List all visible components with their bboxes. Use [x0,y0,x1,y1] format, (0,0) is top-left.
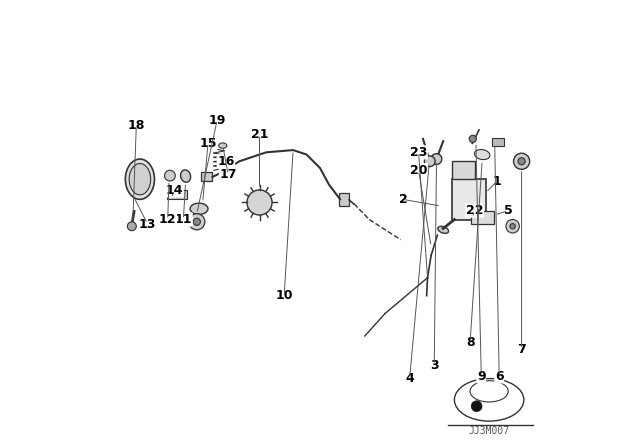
Bar [202,172,212,181]
Text: 6: 6 [495,370,504,383]
Circle shape [469,135,476,142]
Text: 10: 10 [275,289,293,302]
Text: 9: 9 [477,370,486,383]
Circle shape [424,156,435,167]
Circle shape [518,158,525,165]
Text: 18: 18 [127,119,145,132]
Text: 16: 16 [217,155,235,168]
Text: 21: 21 [251,128,268,141]
Circle shape [247,190,272,215]
Bar [339,193,349,206]
Bar [452,179,486,220]
Text: 2: 2 [399,193,407,206]
Circle shape [189,214,205,230]
Ellipse shape [190,203,208,214]
Text: 8: 8 [466,336,474,349]
Text: 23: 23 [410,146,428,159]
Text: 20: 20 [410,164,428,177]
Circle shape [127,222,136,231]
Text: 12: 12 [159,213,177,226]
Text: 19: 19 [208,114,226,128]
Circle shape [164,170,175,181]
Text: 17: 17 [220,168,237,181]
Text: 4: 4 [405,372,414,385]
Text: 5: 5 [504,204,513,217]
Text: 3: 3 [430,358,438,372]
Bar [493,138,504,146]
Text: 7: 7 [517,343,526,356]
Text: 13: 13 [139,217,156,231]
Ellipse shape [180,170,191,182]
Circle shape [506,220,520,233]
Text: 14: 14 [166,184,183,197]
Circle shape [431,154,442,164]
Text: 11: 11 [175,213,192,226]
Text: 15: 15 [199,137,217,150]
Ellipse shape [474,150,490,159]
Ellipse shape [438,226,449,233]
Circle shape [193,218,200,225]
Bar [452,161,475,179]
Text: 1: 1 [493,175,501,188]
Ellipse shape [129,164,150,195]
Ellipse shape [219,143,227,148]
Bar [472,211,494,224]
Text: JJ3M007: JJ3M007 [468,426,510,436]
Circle shape [471,401,482,412]
Circle shape [510,224,515,229]
Bar [167,190,187,199]
Ellipse shape [125,159,154,199]
Circle shape [513,153,530,169]
Text: 22: 22 [466,204,483,217]
